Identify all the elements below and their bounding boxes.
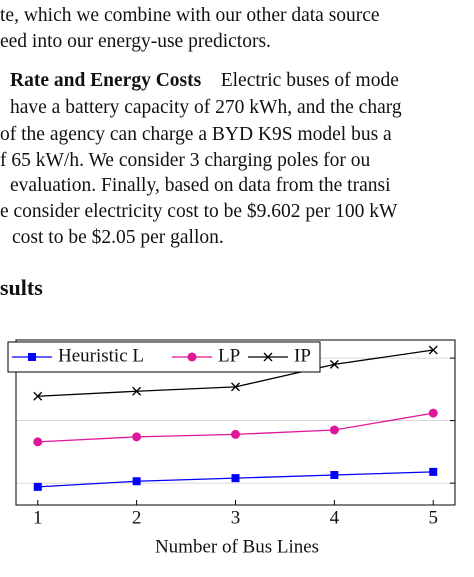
- paragraph-heading: Rate and Energy Costs: [10, 70, 202, 91]
- x-tick-label: 5: [428, 507, 438, 528]
- line-text: evaluation. Finally, based on data from …: [10, 175, 391, 196]
- marker: [33, 437, 43, 447]
- x-axis-label: Number of Bus Lines: [155, 536, 319, 557]
- marker: [428, 408, 438, 418]
- marker: [263, 352, 273, 362]
- marker: [132, 477, 141, 486]
- marker: [132, 386, 142, 396]
- line-text: Electric buses of mode: [220, 70, 399, 91]
- legend-label: Heuristic L: [58, 345, 144, 366]
- section-heading: sults: [0, 275, 43, 300]
- line-text: have a battery capacity of 270 kWh, and …: [10, 97, 402, 118]
- marker: [231, 429, 240, 439]
- marker: [33, 482, 42, 491]
- legend: Heuristic L LP IP: [7, 341, 321, 373]
- line-text: f 65 kW/h. We consider 3 charging poles …: [0, 150, 371, 171]
- line-text: eed into our energy-use predictors.: [0, 31, 271, 52]
- legend-label: LP: [218, 345, 240, 366]
- marker: [132, 432, 142, 442]
- x-tick-label: 4: [330, 507, 340, 528]
- line-text: of the agency can charge a BYD K9S model…: [0, 124, 392, 145]
- marker: [187, 352, 197, 362]
- x-tick-label: 2: [132, 507, 142, 528]
- x-tick-label: 3: [231, 507, 241, 528]
- line-text: te, which we combine with our other data…: [0, 5, 380, 26]
- marker: [329, 425, 339, 435]
- x-tick-label: 1: [33, 507, 43, 528]
- line-text: e consider electricity cost to be $9.602…: [0, 201, 398, 222]
- marker: [429, 467, 438, 476]
- line-text: cost to be $2.05 per gallon.: [12, 227, 224, 248]
- legend-label: IP: [294, 345, 311, 366]
- marker: [28, 353, 36, 361]
- marker: [231, 474, 240, 483]
- marker: [33, 391, 43, 401]
- marker: [329, 359, 339, 369]
- marker: [231, 382, 240, 392]
- paragraph-line: Rate and Energy Costs Electric buses of …: [10, 69, 399, 93]
- marker: [330, 471, 339, 479]
- marker: [428, 345, 438, 355]
